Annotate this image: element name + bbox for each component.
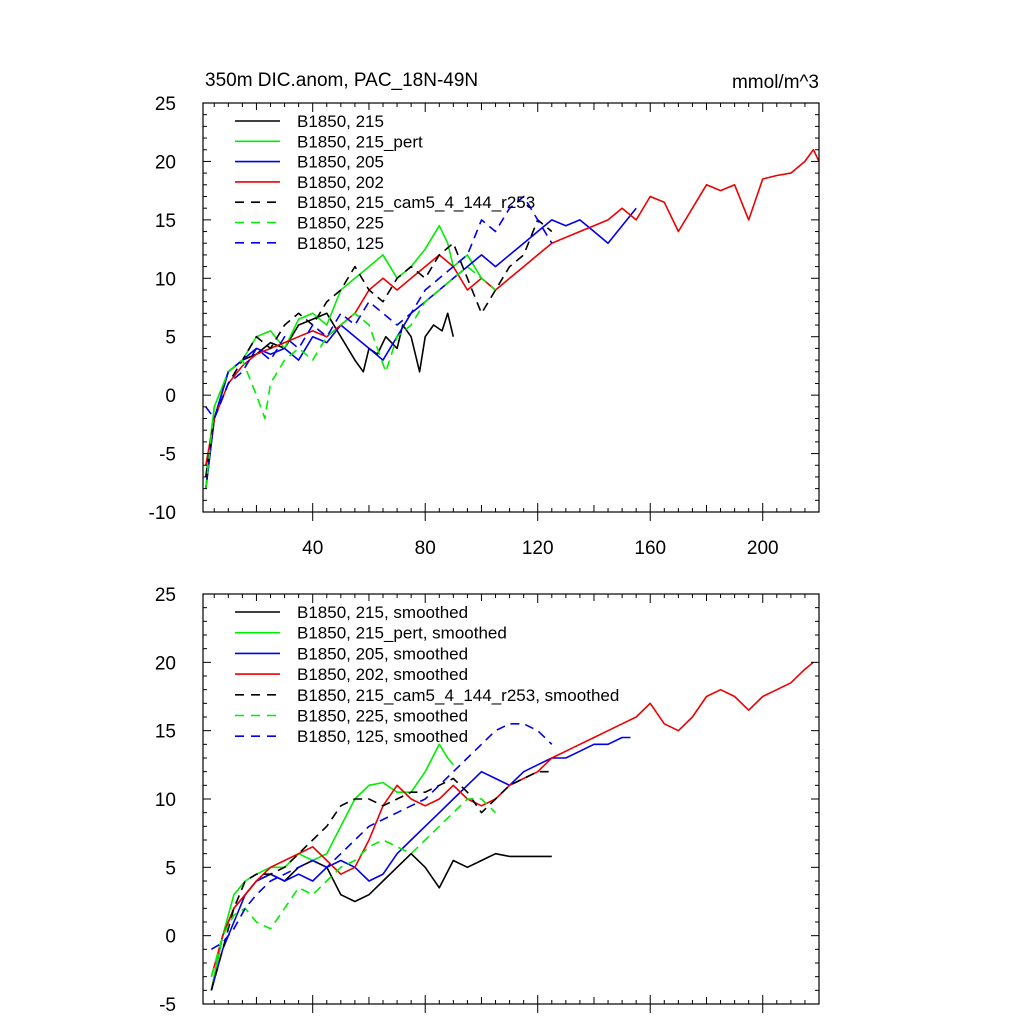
x-tick-label: 160 (634, 538, 666, 559)
x-tick-label: 40 (302, 538, 323, 559)
y-tick-label: -5 (159, 445, 176, 466)
legend-label-3: B1850, 205 (297, 153, 384, 172)
legend-label-7: B1850, 125 (297, 234, 384, 253)
series-group (210, 661, 814, 991)
y-tick-label: 0 (165, 386, 176, 407)
y-tick-label: -10 (149, 503, 176, 524)
top-chart-panel: 350m DIC.anom, PAC_18N-49N mmol/m^3 -10 -… (149, 70, 820, 559)
plot-frame (202, 102, 820, 513)
x-tick-label: 200 (747, 538, 779, 559)
series-line-4 (210, 661, 814, 977)
series-line-7 (205, 195, 553, 420)
units-label: mmol/m^3 (732, 72, 819, 93)
y-tick-label: 0 (165, 927, 176, 948)
legend-label-5: B1850, 215_cam5_4_144_r253 (297, 193, 535, 212)
series-line-5 (205, 219, 553, 478)
legend-label-3: B1850, 205, smoothed (297, 644, 468, 663)
y-tick-label: 25 (155, 94, 176, 115)
y-tick-label: 25 (155, 585, 176, 606)
series-line-7 (210, 722, 553, 950)
legend-label-6: B1850, 225 (297, 214, 384, 233)
y-tick-label: 20 (155, 152, 176, 173)
y-tick-label: 10 (155, 790, 176, 811)
y-tick-label: 20 (155, 653, 176, 674)
series-line-5 (210, 770, 552, 991)
x-tick-label: 80 (415, 538, 436, 559)
legend-label-4: B1850, 202, smoothed (297, 665, 468, 684)
legend-label-6: B1850, 225, smoothed (297, 707, 468, 726)
legend-label-2: B1850, 215_pert (297, 132, 423, 151)
legend-label-1: B1850, 215 (297, 112, 384, 131)
y-tick-label: 5 (165, 328, 176, 349)
series-line-4 (205, 148, 819, 466)
y-tick-label: 15 (155, 722, 176, 743)
chart-title: 350m DIC.anom, PAC_18N-49N (205, 70, 478, 91)
legend-label-7: B1850, 125, smoothed (297, 727, 468, 746)
y-tick-label: 5 (165, 858, 176, 879)
legend-label-1: B1850, 215, smoothed (297, 603, 468, 622)
x-tick-label: 120 (522, 538, 554, 559)
series-line-6 (210, 798, 497, 977)
legend: B1850, 215, smoothed B1850, 215_pert, smo… (235, 603, 619, 746)
legend-label-5: B1850, 215_cam5_4_144_r253, smoothed (297, 686, 619, 705)
y-tick-label: 10 (155, 269, 176, 290)
legend-label-4: B1850, 202 (297, 173, 384, 192)
legend-label-2: B1850, 215_pert, smoothed (297, 624, 507, 643)
series-line-3 (210, 736, 631, 991)
series-line-3 (205, 207, 637, 489)
y-tick-label: 15 (155, 211, 176, 232)
series-group (205, 148, 819, 489)
series-line-6 (205, 265, 497, 489)
series-line-2 (210, 743, 454, 991)
y-tick-label: -5 (159, 995, 176, 1016)
